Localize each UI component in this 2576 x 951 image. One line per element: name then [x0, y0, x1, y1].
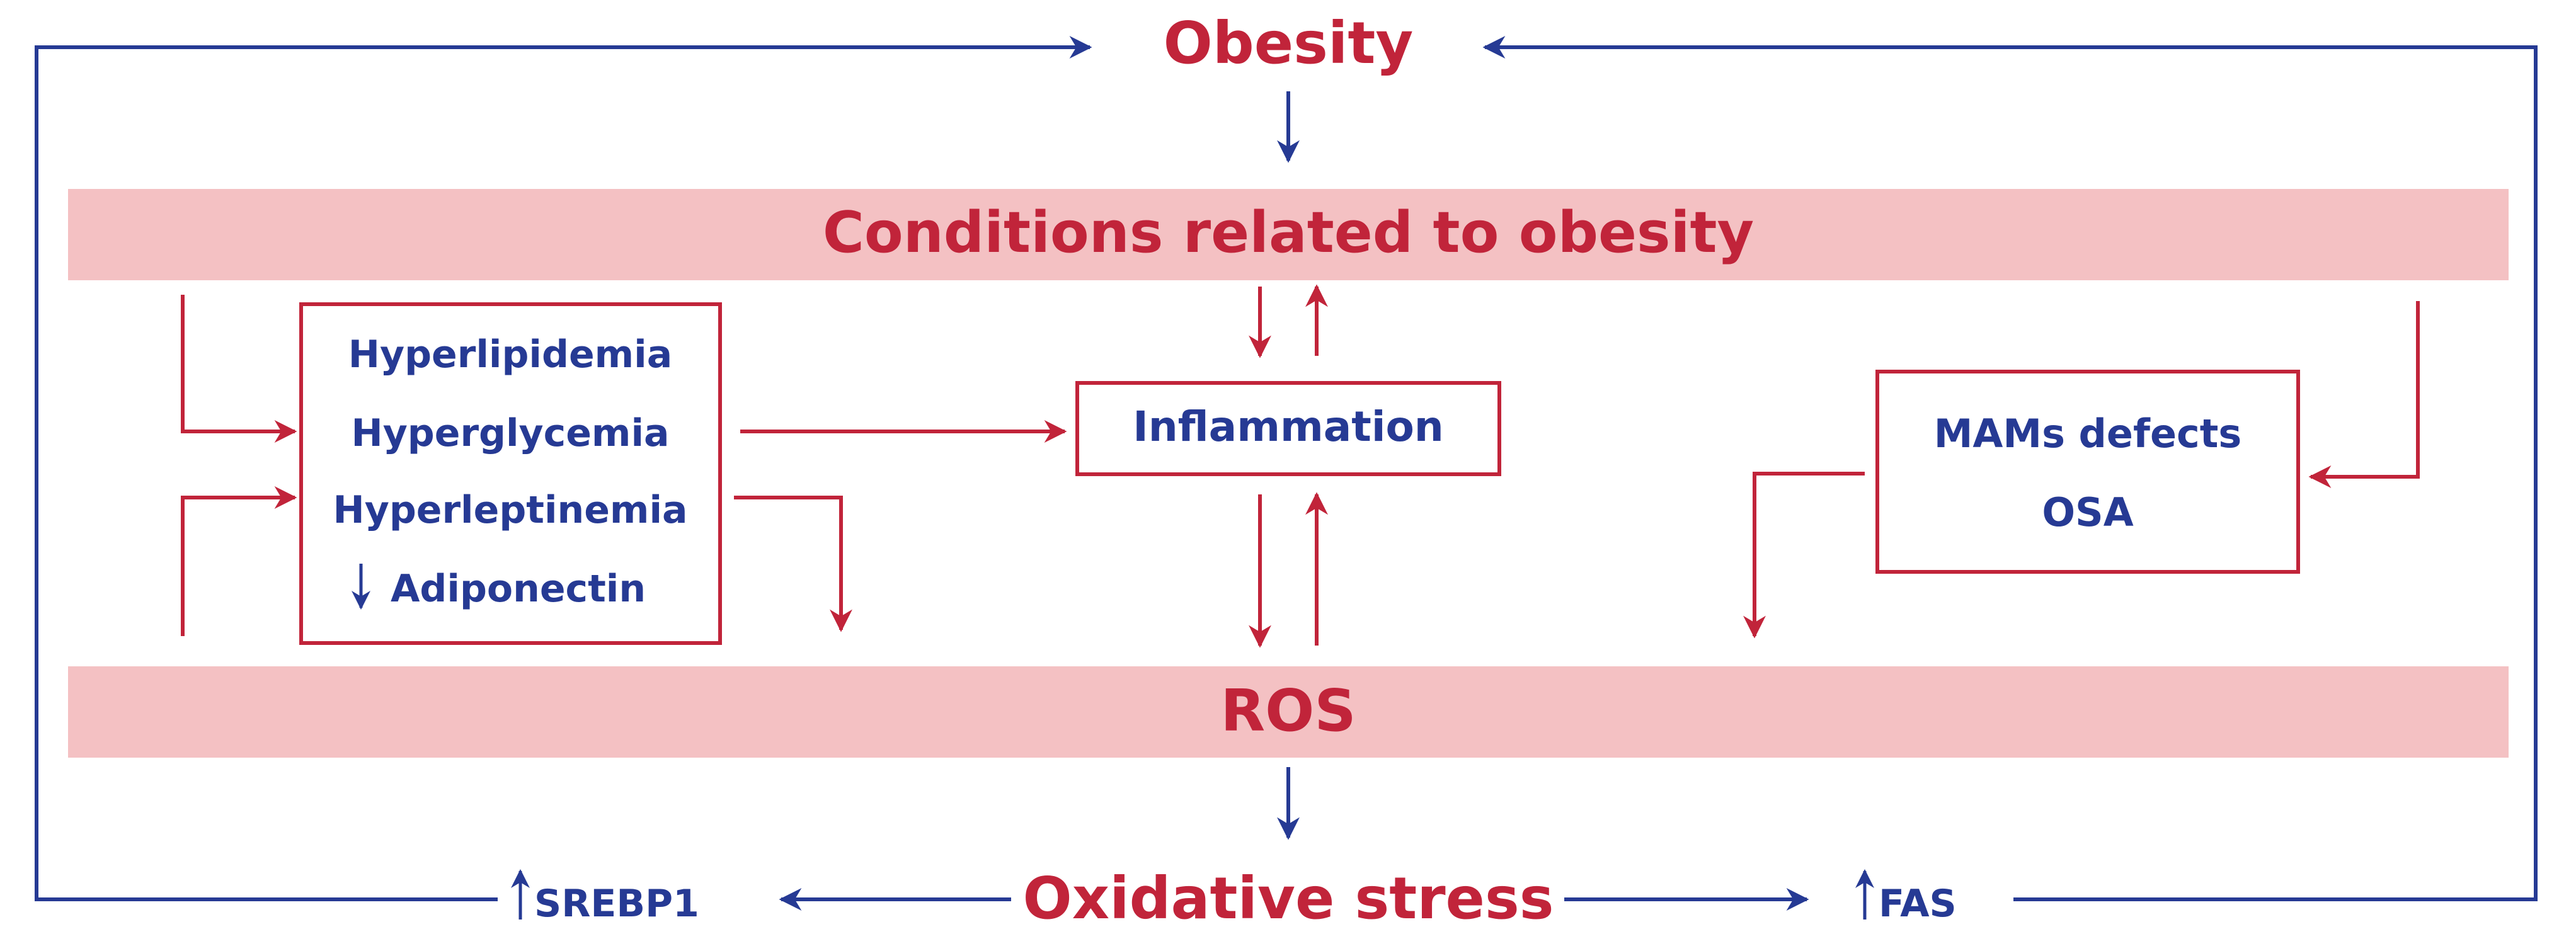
right-input-arrow	[2308, 301, 2420, 488]
left-input-arrow-lower	[181, 486, 297, 636]
hyperlipidemia-label: Hyperlipidemia	[348, 333, 672, 377]
left-input-arrow-upper	[181, 295, 297, 443]
metabolic-box	[299, 302, 722, 645]
mams-to-ros-arrow	[1743, 472, 1865, 639]
mams-defects-label: MAMs defects	[1934, 411, 2242, 457]
outer-loop-left	[35, 36, 1092, 901]
mams-box	[1875, 370, 2300, 574]
conditions-band	[68, 189, 2509, 280]
conditions-label: Conditions related to obesity	[823, 200, 1754, 266]
ros-band	[68, 666, 2509, 758]
oxidative-stress-title: Oxidative stress	[1023, 865, 1554, 932]
fas-label: FAS	[1879, 882, 1957, 926]
osa-label: OSA	[2042, 489, 2133, 535]
obesity-title: Obesity	[1164, 9, 1414, 77]
hyperleptinemia-label: Hyperleptinemia	[333, 488, 688, 532]
hyperglycemia-label: Hyperglycemia	[351, 411, 669, 455]
inflammation-label: Inflammation	[1133, 402, 1444, 451]
inflammation-box	[1075, 381, 1501, 476]
outer-loop-right	[1482, 36, 2538, 901]
ros-label: ROS	[1220, 677, 1356, 744]
metabolic-to-ros-arrow	[734, 496, 852, 632]
srebp1-label: SREBP1	[534, 882, 699, 926]
adiponectin-label: Adiponectin	[391, 567, 646, 611]
